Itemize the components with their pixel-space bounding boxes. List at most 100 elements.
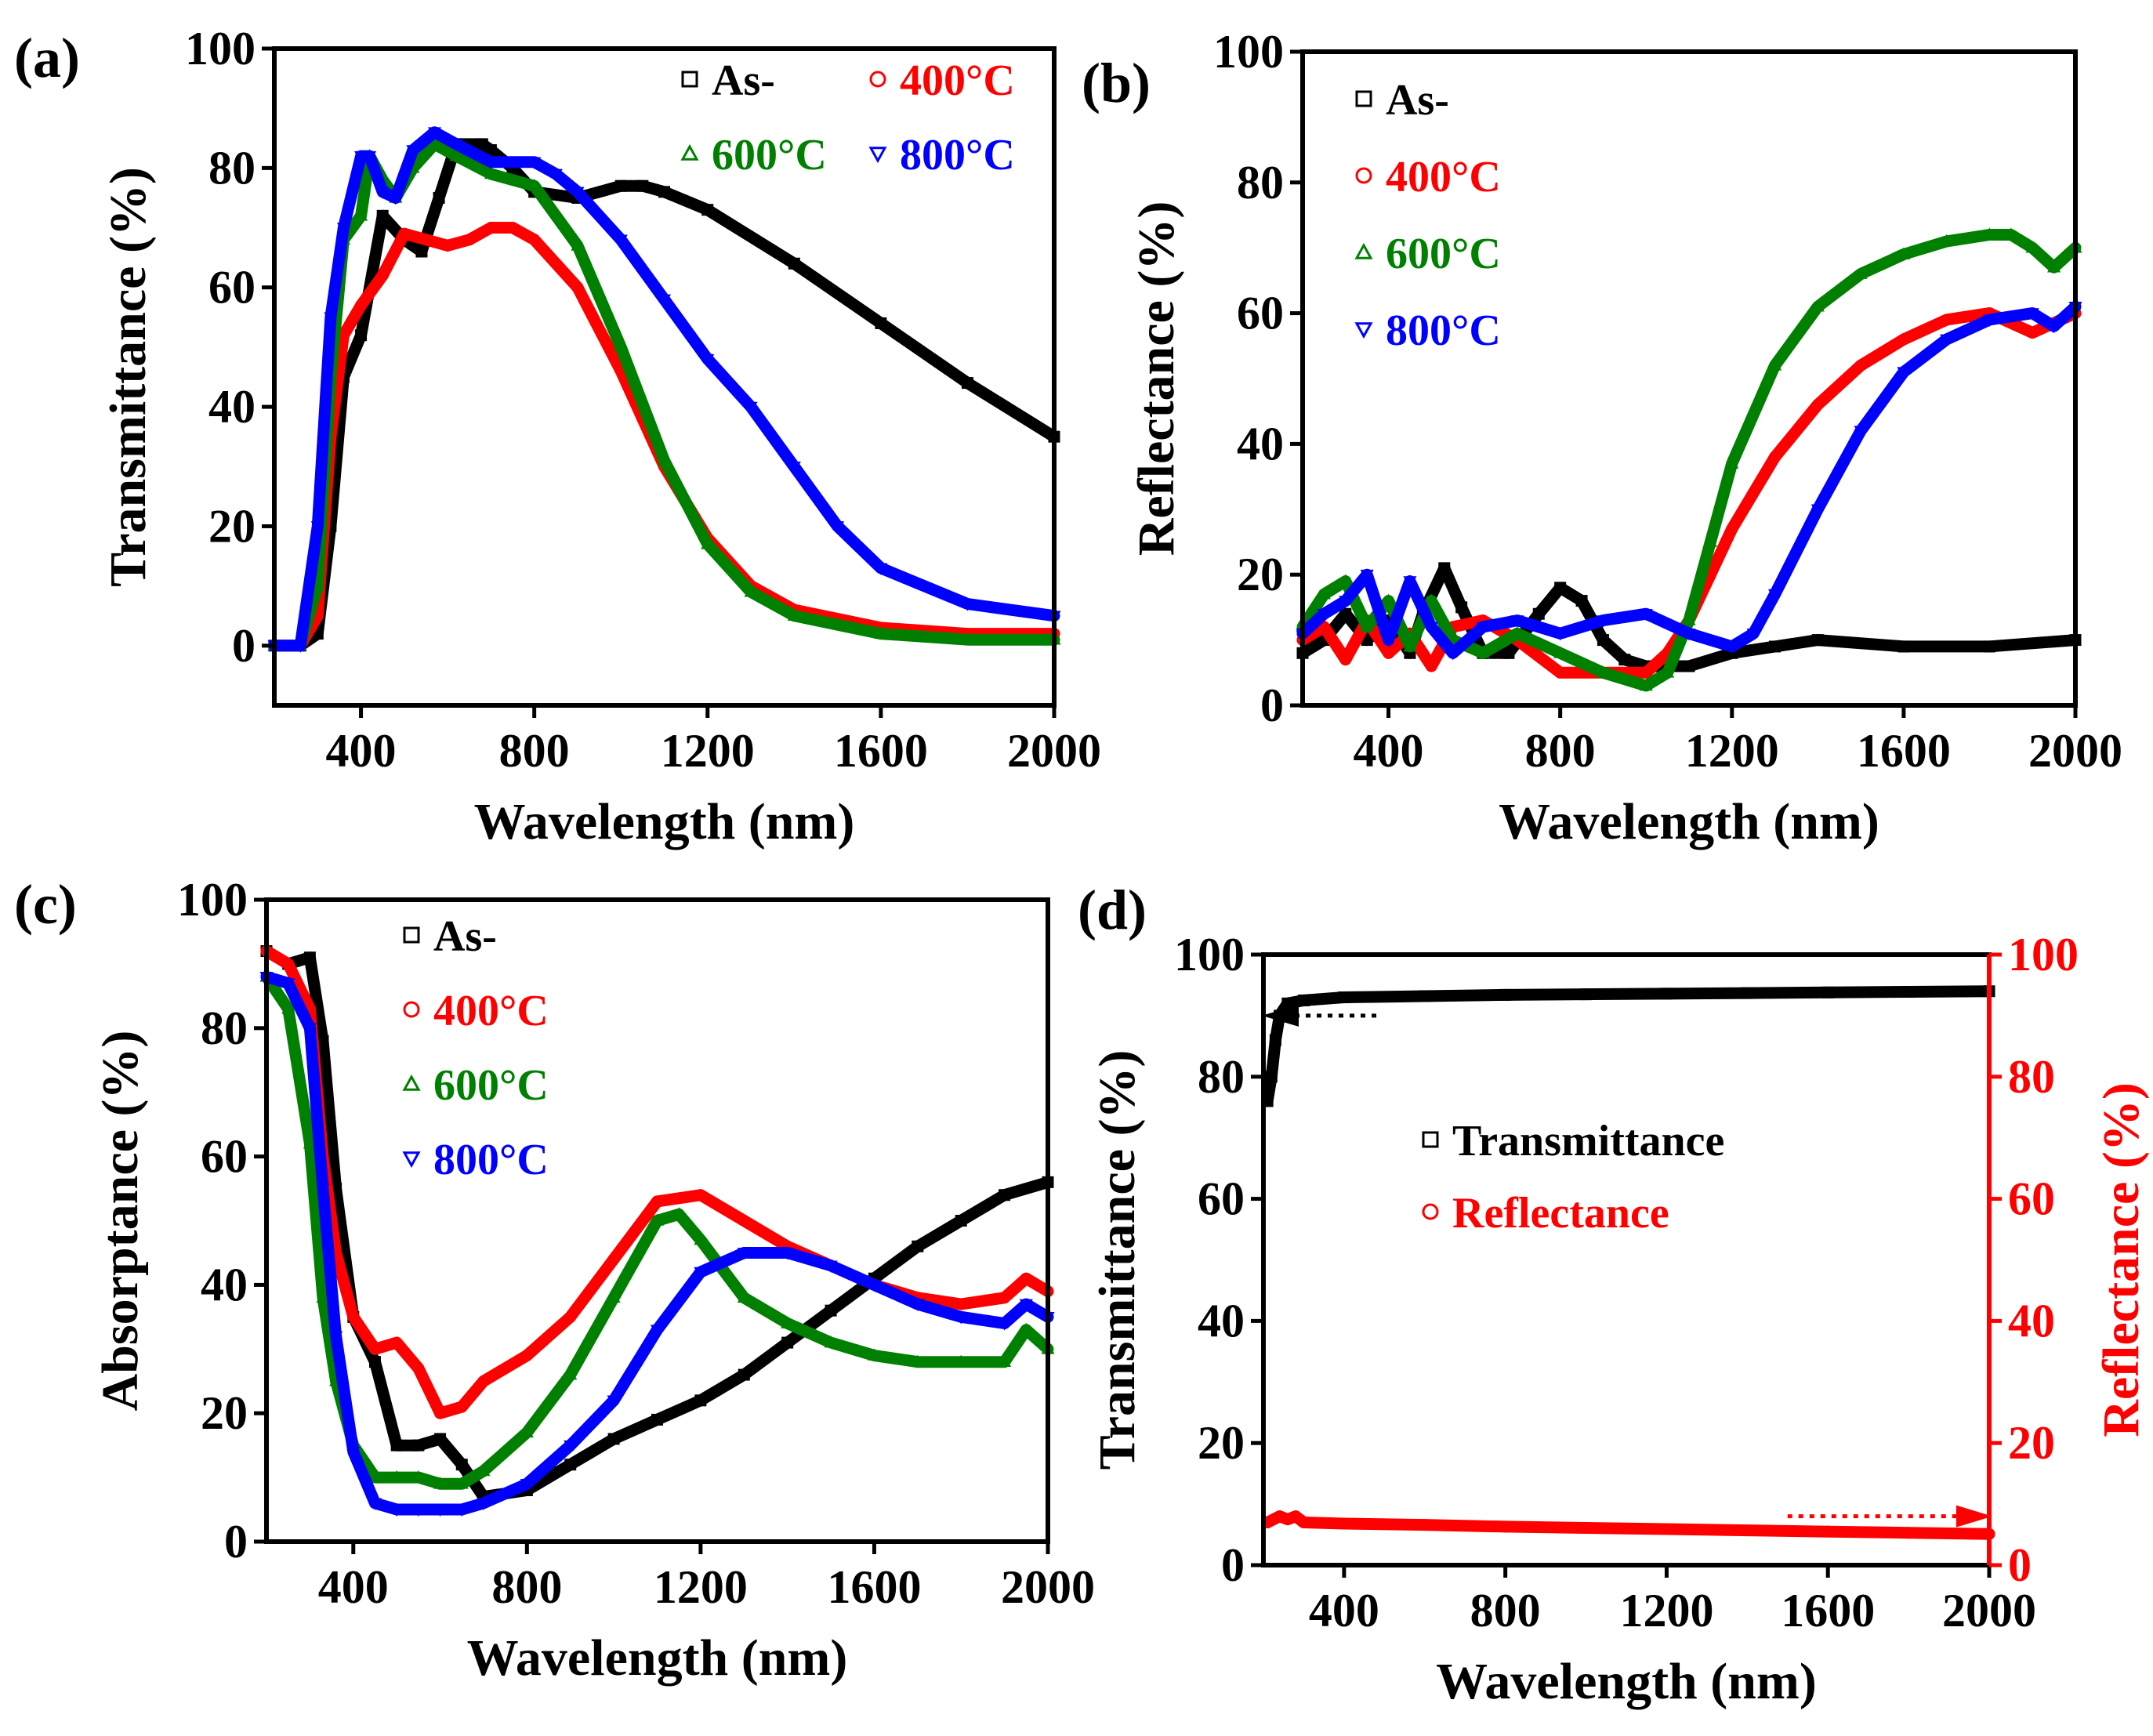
data-point (412, 1439, 425, 1451)
data-point (1661, 665, 1675, 678)
data-point (477, 1498, 491, 1510)
data-point (867, 1348, 881, 1361)
data-point (282, 958, 295, 970)
data-point (998, 1318, 1012, 1331)
data-point (415, 245, 428, 258)
data-point (347, 1310, 360, 1323)
data-point (484, 157, 498, 169)
data-point (406, 145, 420, 158)
annotation-arrow-left (1262, 1004, 1299, 1027)
data-point (1360, 619, 1374, 632)
y-axis-title: Absorptance (%) (92, 1031, 149, 1412)
data-point (737, 1290, 751, 1303)
data-point (650, 1213, 665, 1226)
plot-frame (272, 46, 1057, 708)
panel-a: (a) 400 800 1200 1600 2000 0 20 40 60 80 100 Wavelen… (14, 23, 1101, 850)
data-point (911, 1354, 925, 1367)
panel-label: (d) (1078, 879, 1147, 941)
data-point (433, 1477, 448, 1489)
legend-label: 800°C (1386, 306, 1501, 355)
data-point (694, 1394, 707, 1407)
series-line-400c-2 (260, 945, 1054, 1419)
y-tick-label: 80 (1237, 157, 1284, 208)
data-point (528, 234, 541, 246)
data-point (614, 234, 628, 247)
data-point (1897, 247, 1911, 259)
plot-frame (1300, 49, 2078, 708)
data-point (1360, 569, 1374, 582)
data-point (1854, 266, 1868, 279)
x-tick-label: 2000 (1007, 725, 1101, 777)
data-point (390, 1336, 403, 1349)
series-line-400c-1 (1296, 307, 2082, 679)
data-point (564, 1459, 577, 1471)
data-point (293, 640, 307, 653)
data-point (1297, 1516, 1310, 1528)
legend-marker (402, 1074, 421, 1091)
data-point (368, 1343, 381, 1355)
panel-label: (c) (14, 873, 77, 936)
x-axis-title: Wavelength (nm) (467, 1629, 848, 1687)
data-point (1897, 333, 1910, 346)
data-point (831, 521, 845, 534)
data-point (281, 1002, 295, 1014)
x-tick-label: 1600 (827, 1561, 921, 1613)
data-point (1660, 988, 1673, 1000)
x-axis-title: Wavelength (nm) (1436, 1653, 1817, 1710)
data-point (368, 1498, 382, 1510)
data-point (607, 1253, 620, 1266)
legend-marker (868, 147, 887, 164)
data-point (1476, 622, 1490, 635)
x-tick-label: 1200 (1685, 725, 1779, 777)
data-point (1446, 632, 1460, 645)
data-point (463, 234, 476, 246)
legend-label: 800°C (433, 1136, 549, 1184)
x-tick-label: 2000 (2028, 725, 2122, 777)
y-right-tick-label: 40 (2008, 1295, 2055, 1346)
legend-marker (1355, 90, 1372, 107)
data-point (363, 150, 377, 164)
data-point (1532, 607, 1545, 620)
data-point (1769, 451, 1781, 463)
y-tick-label: 60 (1198, 1173, 1245, 1225)
y-right-tick-label: 80 (2008, 1051, 2055, 1103)
data-point (449, 149, 463, 161)
data-point (449, 139, 463, 151)
data-point (433, 1504, 448, 1517)
y-right-tick-label: 0 (2008, 1539, 2032, 1591)
data-point (1020, 1272, 1032, 1285)
x-tick-label: 1600 (834, 725, 928, 777)
data-point (1575, 595, 1588, 607)
x-tick-label: 800 (1470, 1585, 1541, 1636)
data-point (1640, 666, 1652, 679)
legend-marker (1422, 1203, 1439, 1220)
data-point (281, 978, 295, 991)
x-tick-label: 1200 (661, 725, 755, 777)
data-point (354, 208, 368, 221)
data-point (744, 585, 758, 597)
data-point (484, 166, 498, 179)
data-point (390, 1439, 403, 1451)
x-tick-label: 400 (1354, 725, 1424, 777)
data-point (1768, 358, 1782, 371)
data-point (411, 1504, 426, 1517)
y-axis-title: Transmittance (%) (1089, 1050, 1146, 1470)
data-point (303, 951, 316, 964)
data-point (549, 169, 563, 182)
panel-d: (d)400 800 1200 1600 20000204060801000204060… (1078, 879, 2150, 1710)
data-point (434, 1407, 447, 1419)
data-point (824, 1336, 838, 1348)
data-point (1297, 994, 1310, 1006)
data-point (427, 127, 442, 140)
data-point (1339, 654, 1352, 666)
y-tick-label: 60 (208, 262, 256, 313)
series-line-transmittance-3 (1261, 985, 1995, 1107)
data-point (2004, 227, 2018, 240)
data-point (336, 223, 350, 235)
data-point (427, 136, 442, 150)
data-point (1580, 988, 1593, 1001)
data-point (912, 1240, 924, 1252)
data-point (1940, 334, 1954, 347)
y-tick-label: 100 (185, 23, 256, 74)
